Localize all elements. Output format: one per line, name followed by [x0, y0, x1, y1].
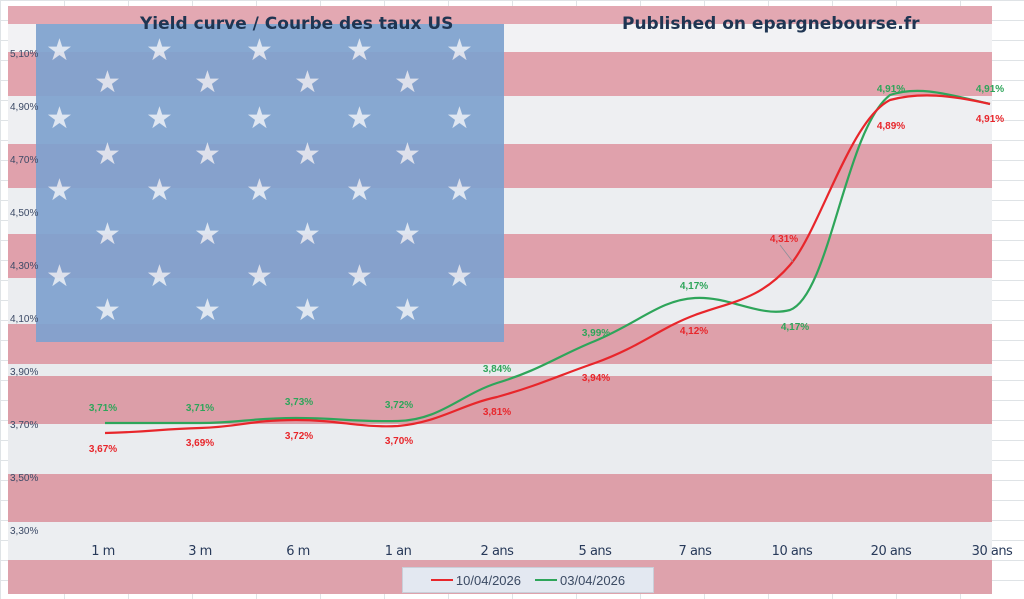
data-label-red: 3,72%: [284, 431, 314, 442]
star-icon: ★: [246, 34, 273, 67]
star-icon: ★: [46, 260, 73, 293]
legend-swatch-green: [535, 579, 557, 581]
star-icon: ★: [94, 138, 121, 171]
x-tick: 1 an: [384, 544, 412, 559]
y-tick: 4,30%: [10, 261, 39, 272]
star-icon: ★: [194, 294, 221, 327]
x-tick: 5 ans: [578, 544, 612, 559]
star-icon: ★: [346, 174, 373, 207]
y-tick: 4,50%: [10, 208, 39, 219]
data-label-green: 4,17%: [780, 322, 810, 333]
x-tick: 1 m: [91, 544, 115, 559]
star-icon: ★: [194, 218, 221, 251]
data-label-green: 3,72%: [384, 400, 414, 411]
legend-swatch-red: [430, 579, 453, 581]
star-icon: ★: [394, 294, 421, 327]
star-icon: ★: [446, 102, 473, 135]
star-icon: ★: [194, 66, 221, 99]
star-icon: ★: [346, 34, 373, 67]
data-label-red: 3,70%: [384, 436, 414, 447]
legend-label: 03/04/2026: [560, 572, 626, 588]
us-flag-background: ★ ★ ★ ★ ★ ★ ★ ★ ★ ★ ★ ★ ★ ★ ★ ★ ★ ★ ★ ★ …: [8, 6, 992, 594]
data-label-red: 4,31%: [769, 234, 799, 245]
data-label-green: 4,91%: [876, 84, 906, 95]
star-icon: ★: [94, 294, 121, 327]
star-icon: ★: [294, 138, 321, 171]
x-tick: 3 m: [188, 544, 212, 559]
flag-stripe: [8, 364, 992, 376]
flag-stripe: [8, 522, 992, 560]
y-tick: 3,70%: [10, 420, 39, 431]
data-label-red: 4,12%: [679, 326, 709, 337]
star-icon: ★: [446, 260, 473, 293]
y-tick: 3,90%: [10, 367, 39, 378]
star-icon: ★: [246, 260, 273, 293]
legend-item-03-04-2026: 03/04/2026: [535, 573, 625, 588]
star-icon: ★: [394, 66, 421, 99]
data-label-red: 4,91%: [975, 114, 1005, 125]
chart-legend: 10/04/2026 03/04/2026: [402, 567, 654, 593]
data-label-red: 4,89%: [876, 121, 906, 132]
flag-stripe: [8, 424, 992, 474]
x-tick: 30 ans: [971, 544, 1013, 559]
data-label-green: 3,73%: [284, 397, 314, 408]
star-icon: ★: [146, 34, 173, 67]
star-icon: ★: [294, 218, 321, 251]
series-line-10-04-2026: [104, 94, 991, 435]
data-label-red: 3,81%: [482, 407, 512, 418]
star-icon: ★: [194, 138, 221, 171]
data-label-green: 4,17%: [679, 281, 709, 292]
y-tick: 4,10%: [10, 314, 39, 325]
data-label-red: 3,94%: [581, 373, 611, 384]
flag-stripe: [8, 6, 992, 24]
data-label-green: 3,71%: [185, 403, 215, 414]
star-icon: ★: [46, 102, 73, 135]
data-label-green: 3,71%: [88, 403, 118, 414]
data-label-green: 3,84%: [482, 364, 512, 375]
star-icon: ★: [346, 102, 373, 135]
flag-stripe: [8, 376, 992, 424]
star-icon: ★: [246, 102, 273, 135]
chart-title: Yield curve / Courbe des taux US: [140, 14, 454, 34]
star-icon: ★: [346, 260, 373, 293]
leader-line: [779, 244, 794, 263]
data-label-green: 3,99%: [581, 328, 611, 339]
y-tick: 4,90%: [10, 102, 39, 113]
star-icon: ★: [446, 174, 473, 207]
star-icon: ★: [46, 174, 73, 207]
star-icon: ★: [246, 174, 273, 207]
publisher-credit: Published on epargnebourse.fr: [622, 14, 920, 34]
legend-item-10-04-2026: 10/04/2026: [430, 572, 521, 588]
x-tick: 20 ans: [870, 544, 912, 559]
y-tick: 5,10%: [10, 49, 39, 60]
star-icon: ★: [294, 66, 321, 99]
star-icon: ★: [146, 174, 173, 207]
x-tick: 6 m: [286, 544, 310, 559]
star-icon: ★: [146, 102, 173, 135]
star-icon: ★: [446, 34, 473, 67]
x-tick: 7 ans: [678, 544, 712, 559]
star-icon: ★: [94, 218, 121, 251]
flag-stripe: [8, 474, 992, 522]
star-icon: ★: [394, 218, 421, 251]
star-icon: ★: [94, 66, 121, 99]
legend-label: 10/04/2026: [455, 572, 521, 588]
y-tick: 3,50%: [10, 473, 39, 484]
series-line-03-04-2026: [105, 89, 991, 425]
y-tick: 4,70%: [10, 155, 39, 166]
flag-canton: ★ ★ ★ ★ ★ ★ ★ ★ ★ ★ ★ ★ ★ ★ ★ ★ ★ ★ ★ ★ …: [36, 24, 504, 342]
star-icon: ★: [294, 294, 321, 327]
star-icon: ★: [46, 34, 73, 67]
x-tick: 2 ans: [480, 544, 514, 559]
star-icon: ★: [146, 260, 173, 293]
data-label-green: 4,91%: [975, 84, 1005, 95]
star-icon: ★: [394, 138, 421, 171]
x-tick: 10 ans: [771, 544, 813, 559]
data-label-red: 3,67%: [88, 444, 118, 455]
data-label-red: 3,69%: [185, 438, 215, 449]
y-tick: 3,30%: [10, 526, 39, 537]
